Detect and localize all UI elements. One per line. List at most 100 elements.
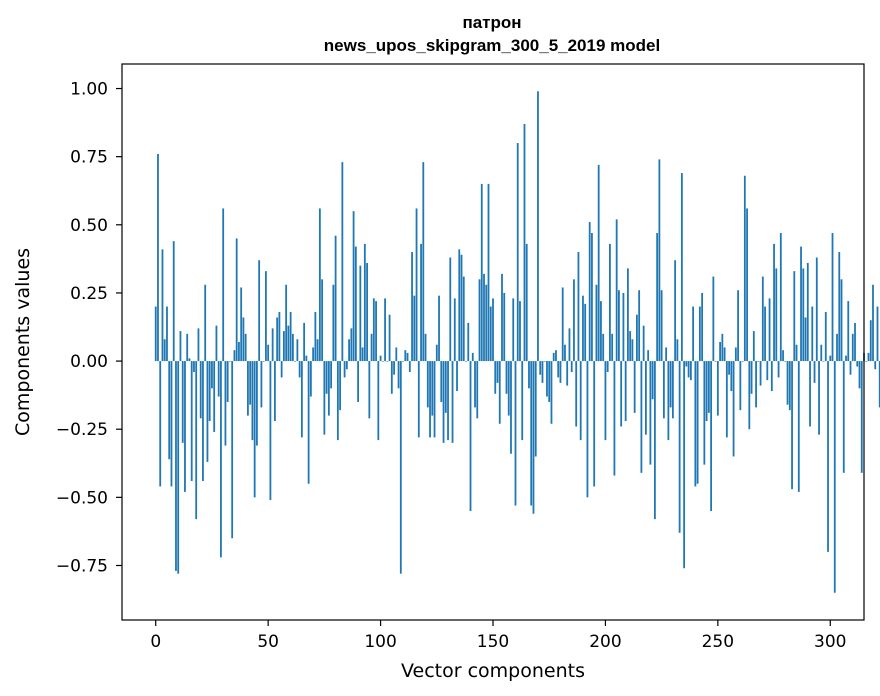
bar [193,361,195,372]
bar [287,325,290,362]
bar [505,361,508,394]
bar [325,361,328,394]
bar [379,355,382,362]
bar [811,306,814,362]
bar [665,347,668,362]
bar [818,361,820,435]
bar [411,252,413,362]
bar [485,284,488,362]
bar [734,347,737,362]
bar [550,361,553,424]
x-tick-label: 0 [150,632,161,652]
bar [424,333,427,362]
bar [269,361,272,501]
bar [206,361,209,462]
bar [483,273,485,362]
bar [231,361,234,539]
bar [723,347,726,362]
bar [318,208,321,362]
bar [775,268,778,362]
bar [813,361,816,383]
bar [406,352,409,362]
bar [696,361,699,484]
bar [336,361,339,441]
bar [370,333,373,362]
bar [615,219,618,362]
bar [363,243,366,362]
bar [166,306,168,362]
bar [579,361,582,441]
bar [797,361,800,492]
bar [154,306,157,362]
bar [366,262,368,362]
bar [298,361,301,378]
bar [386,361,389,362]
bar [564,344,566,362]
y-tick-label: −0.25 [56,420,108,440]
bar [179,331,182,362]
bar [199,361,202,419]
bar [235,238,238,362]
bar [676,339,679,362]
bar [260,361,263,408]
bar [741,361,744,362]
bar [296,339,299,362]
bar [824,312,827,362]
bar [323,361,326,435]
bar [256,361,258,446]
bar [303,322,306,362]
bar [202,361,204,481]
bar [507,361,510,416]
bar [764,306,766,362]
bar [276,317,279,362]
bar [215,325,218,362]
bar [471,352,474,362]
bar [265,271,267,362]
bar [233,350,236,362]
bar [591,232,593,362]
x-tick-label: 150 [477,632,509,652]
bar [422,162,425,362]
bar [211,361,213,389]
bar [249,361,252,405]
bar [217,361,220,397]
bar [779,232,782,362]
bar [703,361,706,465]
bar [755,361,757,408]
bar [247,361,249,416]
y-axis-ticks: −0.75 −0.50 −0.25 0.00 0.25 0.50 0.75 1.00 [56,80,122,576]
bar [773,243,775,362]
bar [514,361,517,506]
bar [258,260,261,362]
bar [689,361,692,381]
bar [238,342,240,362]
bar [588,222,591,362]
bar [698,306,701,362]
bar [575,361,578,427]
bar [649,361,652,465]
x-tick-label: 250 [702,632,734,652]
bar [737,290,739,362]
bar [262,361,265,362]
bar [294,361,297,362]
bar [716,361,719,416]
bar [858,361,861,389]
bar [658,159,661,362]
bar [680,173,683,362]
bar [361,347,364,362]
bar [208,361,211,422]
bar [777,361,780,378]
bar [746,208,748,362]
bar [523,123,526,362]
bar [352,211,355,362]
bar [314,312,317,362]
bar [647,350,650,362]
bar [460,254,463,362]
bar [496,361,499,383]
bar [327,361,330,416]
bar [822,361,825,362]
bar [220,361,222,558]
bar [543,361,546,362]
bar [280,361,283,378]
bar [851,333,854,362]
